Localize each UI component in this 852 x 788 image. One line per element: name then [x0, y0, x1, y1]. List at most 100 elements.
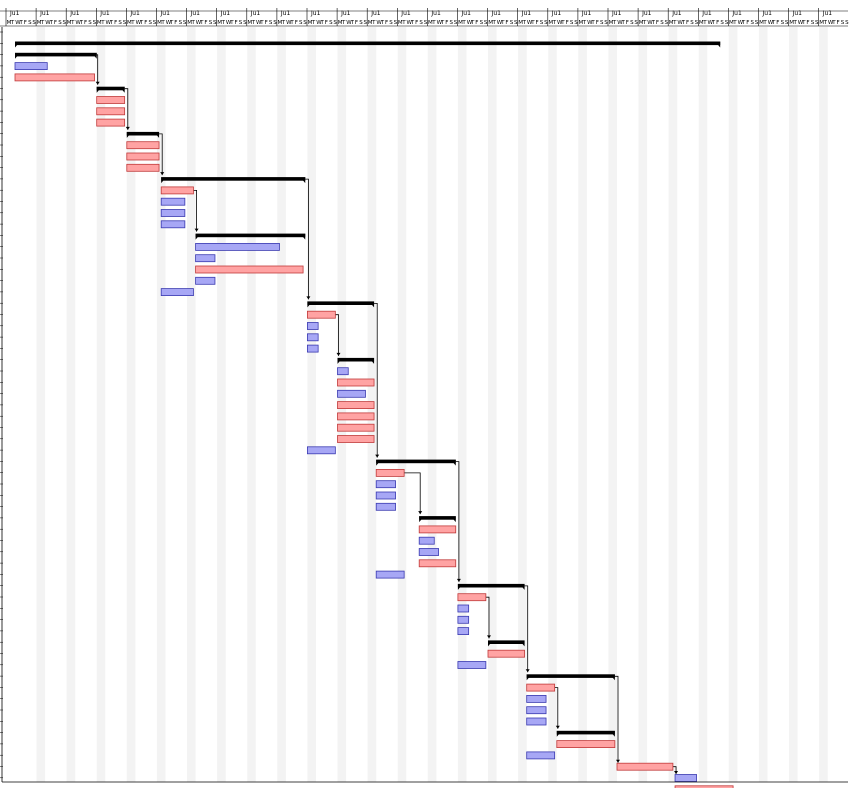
day-letter: S — [58, 20, 62, 26]
summary-start-marker — [337, 357, 340, 364]
day-letter: M — [548, 20, 553, 26]
task-bar-red — [126, 141, 160, 150]
dependency-arrowhead — [616, 759, 620, 763]
task-bar-blue — [160, 220, 186, 229]
task-bar-blue — [337, 367, 349, 376]
day-letter: W — [798, 20, 804, 26]
summary-start-marker — [195, 233, 199, 240]
task-bar-blue — [195, 276, 216, 285]
day-letter: T — [522, 20, 527, 26]
day-letter: F — [174, 20, 177, 26]
day-letter: W — [557, 20, 563, 26]
day-letter: W — [286, 20, 292, 26]
summary-bar — [15, 41, 721, 46]
task-bar-blue — [526, 717, 547, 726]
summary-bar — [556, 730, 615, 735]
summary-end-marker — [612, 674, 615, 681]
week-label: Ju1 — [521, 10, 532, 17]
summary-end-marker — [717, 41, 721, 48]
day-letter: M — [729, 20, 734, 26]
task-bar-red — [126, 152, 160, 161]
summary-bar — [419, 516, 456, 520]
day-letter: M — [759, 20, 764, 26]
day-letter: T — [19, 20, 24, 26]
day-letter: F — [295, 20, 298, 26]
day-letter: T — [199, 20, 204, 26]
day-letter: S — [574, 20, 578, 26]
task-bar-red — [337, 435, 375, 443]
day-letter: S — [755, 20, 759, 26]
day-letter: S — [333, 20, 337, 26]
day-letter: S — [514, 20, 518, 26]
summary-bar — [307, 301, 375, 305]
task-bar-blue — [674, 774, 697, 782]
day-letter: F — [475, 20, 478, 26]
weekend-stripe — [156, 27, 166, 782]
day-letter: F — [24, 20, 27, 26]
task-bar-red — [126, 163, 160, 172]
day-letter: T — [79, 20, 84, 26]
day-letter: M — [669, 20, 674, 26]
day-letter: W — [256, 20, 262, 26]
day-letter: T — [823, 20, 828, 26]
day-letter: S — [660, 20, 664, 26]
day-letter: S — [665, 20, 669, 26]
day-letter: S — [273, 20, 277, 26]
week-label: Ju1 — [39, 10, 50, 17]
dependency-arrowhead — [306, 296, 311, 300]
day-letter: W — [226, 20, 232, 26]
day-letter: S — [540, 20, 544, 26]
day-letter: S — [359, 20, 363, 26]
day-letter: T — [621, 20, 626, 26]
day-letter: M — [67, 20, 72, 26]
task-bar-red — [487, 649, 525, 658]
weekend-stripe — [668, 27, 678, 782]
weekend-stripe — [397, 27, 407, 782]
weekend-stripe — [126, 27, 136, 782]
task-bar-red — [160, 186, 194, 195]
weekend-stripe — [548, 27, 557, 782]
day-letter: S — [725, 20, 729, 26]
task-bar-red — [96, 96, 126, 104]
week-label: Ju1 — [461, 10, 472, 17]
day-letter: S — [149, 20, 153, 26]
day-letter: W — [407, 20, 413, 26]
day-letter: S — [424, 20, 428, 26]
task-bar-blue — [160, 209, 186, 217]
day-letter: F — [806, 20, 809, 26]
day-letter: M — [217, 20, 222, 26]
day-letter: M — [127, 20, 132, 26]
dependency-arrowhead — [525, 669, 530, 673]
day-letter: F — [626, 20, 629, 26]
day-letter: T — [732, 20, 737, 26]
day-letter: S — [480, 20, 484, 26]
task-bar-red — [457, 593, 487, 602]
dependency-arrowhead — [125, 126, 130, 130]
week-label: Ju1 — [69, 10, 80, 17]
day-letter: F — [204, 20, 207, 26]
day-letter: F — [235, 20, 238, 26]
day-letter: S — [269, 20, 273, 26]
summary-bar — [337, 357, 375, 362]
day-letter: F — [716, 20, 719, 26]
task-bar-blue — [375, 502, 396, 511]
day-letter: M — [488, 20, 493, 26]
day-letter: T — [793, 20, 798, 26]
task-bar-blue — [160, 288, 194, 297]
day-letter: W — [106, 20, 112, 26]
dependency-arrowhead — [674, 771, 679, 774]
day-letter: M — [97, 20, 102, 26]
summary-bar — [96, 86, 125, 91]
day-letter: T — [229, 20, 234, 26]
weekend-stripe — [187, 27, 196, 782]
summary-bar — [488, 640, 525, 644]
day-letter: F — [746, 20, 749, 26]
summary-bar — [161, 177, 306, 181]
day-letter: S — [118, 20, 122, 26]
summary-end-marker — [302, 233, 306, 240]
day-letter: W — [316, 20, 322, 26]
dependency-arrowhead — [555, 725, 560, 729]
day-letter: T — [40, 20, 45, 26]
summary-end-marker — [371, 301, 375, 308]
